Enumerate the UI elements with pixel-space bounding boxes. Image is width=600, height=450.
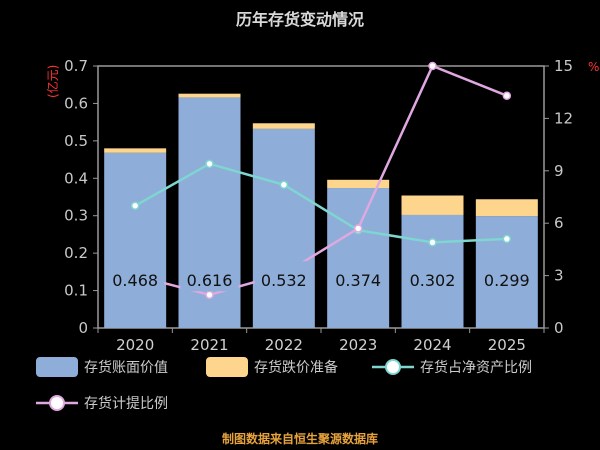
- point-net-asset-ratio: [428, 238, 437, 247]
- data-label-bg: [254, 261, 313, 292]
- y-right-tick-label: 6: [554, 214, 564, 232]
- legend-label-provision-ratio: 存货计提比例: [84, 396, 168, 412]
- data-label: 0.299: [484, 271, 530, 290]
- legend-item-book-value[interactable]: 存货账面价值: [36, 354, 168, 380]
- y-right-tick-label: 9: [554, 162, 564, 180]
- y-left-tick-label: 0.1: [64, 282, 88, 300]
- y-left-tick-label: 0.5: [64, 132, 88, 150]
- data-label: 0.374: [335, 271, 381, 290]
- y-right-tick-label: 12: [554, 109, 573, 127]
- bar-book-value: [327, 188, 390, 328]
- x-tick-label: 2021: [190, 336, 228, 354]
- legend-swatch-net-asset-ratio: [372, 359, 414, 375]
- bar-impairment: [178, 93, 241, 98]
- legend-label-impairment: 存货跌价准备: [254, 360, 338, 376]
- point-net-asset-ratio: [279, 180, 289, 190]
- point-net-asset-ratio: [502, 234, 512, 244]
- legend-swatch-impairment: [206, 357, 248, 377]
- y-left-tick-label: 0.4: [64, 169, 88, 187]
- x-tick-label: 2023: [339, 336, 377, 354]
- bar-impairment: [252, 123, 315, 129]
- data-label: 0.532: [261, 271, 307, 290]
- line-provision-ratio: [134, 64, 508, 297]
- bar-book-value: [252, 128, 315, 328]
- legend-marker: [49, 395, 65, 411]
- x-tick-label: 2024: [413, 336, 451, 354]
- y-left-tick-label: 0: [78, 319, 88, 337]
- footer-source: 制图数据来自恒生聚源数据库: [221, 432, 378, 446]
- legend-label-book-value: 存货账面价值: [84, 360, 168, 376]
- bar-book-value: [104, 152, 167, 328]
- y-right-tick-label: 0: [554, 319, 564, 337]
- y-left-tick-label: 0.3: [64, 207, 88, 225]
- chart-title: 历年存货变动情况: [235, 10, 364, 29]
- y-right-tick-label: 3: [554, 267, 564, 285]
- legend-item-net-asset-ratio[interactable]: 存货占净资产比例: [372, 354, 532, 380]
- data-label-bg: [106, 261, 165, 292]
- legend-marker: [385, 359, 401, 375]
- point-net-asset-ratio: [130, 201, 140, 210]
- bar-impairment: [104, 148, 167, 153]
- data-label: 0.468: [112, 271, 158, 290]
- bar-impairment: [401, 195, 464, 215]
- legend-item-impairment[interactable]: 存货跌价准备: [206, 354, 338, 380]
- data-label-bg: [329, 261, 388, 292]
- point-provision-ratio: [205, 290, 214, 300]
- x-tick-label: 2025: [488, 336, 526, 354]
- bar-impairment: [475, 199, 538, 217]
- legend-swatch-book-value: [36, 357, 78, 377]
- data-label-bg: [403, 261, 462, 292]
- data-label-bg: [477, 261, 536, 292]
- x-tick-label: 2020: [116, 336, 154, 354]
- data-label: 0.616: [187, 271, 233, 290]
- data-label: 0.302: [410, 271, 456, 290]
- point-provision-ratio: [502, 91, 512, 100]
- y-right-unit: %: [588, 60, 600, 74]
- legend-item-provision-ratio[interactable]: 存货计提比例: [36, 390, 168, 416]
- data-label-bg: [180, 261, 239, 292]
- y-left-tick-label: 0.2: [64, 244, 88, 262]
- y-left-tick-label: 0.6: [64, 94, 88, 112]
- bar-impairment: [327, 179, 390, 189]
- x-tick-label: 2022: [265, 336, 303, 354]
- point-net-asset-ratio: [205, 159, 214, 169]
- y-left-tick-label: 0.7: [64, 57, 88, 75]
- legend-label-net-asset-ratio: 存货占净资产比例: [420, 360, 532, 376]
- legend-swatch-provision-ratio: [36, 395, 78, 411]
- y-right-tick-label: 15: [554, 57, 573, 75]
- point-provision-ratio: [353, 224, 363, 233]
- point-provision-ratio: [428, 61, 437, 71]
- line-net-asset-ratio: [134, 162, 507, 244]
